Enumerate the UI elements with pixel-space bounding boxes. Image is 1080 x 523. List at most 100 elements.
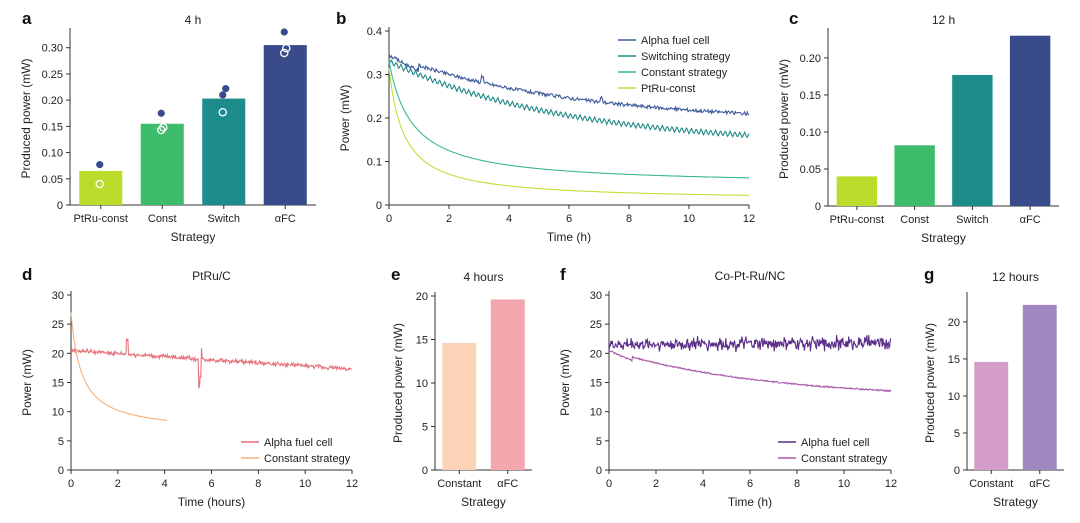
x-tick-label: 8 [794, 478, 800, 490]
x-tick-label: Switch [956, 214, 988, 226]
x-tick-label: 10 [683, 213, 695, 225]
panel-label-g: g [924, 265, 934, 284]
series-line-b-2 [388, 61, 749, 179]
data-point-open [156, 125, 166, 135]
x-axis-label-g: Strategy [993, 495, 1038, 509]
x-tick-label: Constant [969, 478, 1013, 490]
x-tick-label: αFC [1020, 214, 1041, 226]
series-line-b-3 [388, 67, 749, 196]
x-tick-label: 4 [162, 478, 168, 490]
y-tick-label: 5 [422, 422, 428, 434]
panel-label-a: a [22, 9, 32, 28]
series-line-d-0 [70, 338, 353, 390]
x-tick-label: PtRu-const [830, 214, 884, 226]
series-line-d-1 [70, 312, 167, 421]
y-tick-label: 10 [948, 391, 960, 403]
panel-title-e: 4 hours [463, 270, 503, 284]
x-tick-label: 6 [747, 478, 753, 490]
data-point-filled [219, 91, 227, 99]
series-line-f-1 [608, 350, 892, 393]
series-line-f-0 [608, 334, 892, 352]
y-tick-label: 30 [590, 290, 602, 302]
y-tick-label: 5 [596, 436, 602, 448]
x-axis-label-b: Time (h) [547, 230, 591, 244]
y-axis-label-e: Produced power (mW) [391, 323, 405, 443]
bar-a-2 [202, 98, 246, 205]
bar-c-3 [1009, 35, 1051, 206]
x-axis-label-c: Strategy [921, 231, 966, 245]
y-tick-label: 30 [52, 290, 64, 302]
x-axis-label-d: Time (hours) [178, 495, 246, 509]
series-line-b-1 [388, 59, 750, 139]
series-line-b-0 [388, 53, 750, 116]
panel-title-d: PtRu/C [192, 269, 231, 283]
x-tick-label: αFC [497, 478, 518, 490]
x-tick-label: 2 [115, 478, 121, 490]
y-tick-label: 0.2 [367, 113, 382, 125]
y-tick-label: 0.3 [367, 70, 382, 82]
bar-a-1 [140, 123, 184, 205]
y-tick-label: 0.20 [800, 53, 821, 65]
y-axis-label-g: Produced power (mW) [923, 323, 937, 443]
legend-label: Constant strategy [264, 453, 351, 465]
x-axis-label-f: Time (h) [728, 495, 772, 509]
y-tick-label: 0 [376, 200, 382, 212]
y-tick-label: 20 [590, 348, 602, 360]
y-tick-label: 10 [590, 407, 602, 419]
legend-label: Alpha fuel cell [264, 437, 333, 449]
legend-label: Constant strategy [641, 67, 728, 79]
data-point-open [218, 107, 227, 117]
x-tick-label: 8 [626, 213, 632, 225]
x-tick-label: Const [148, 213, 177, 225]
legend-label: PtRu-const [641, 83, 695, 95]
x-tick-label: Switch [208, 213, 240, 225]
bar-c-0 [836, 176, 878, 206]
legend-label: Alpha fuel cell [641, 35, 710, 47]
data-point-filled [280, 28, 288, 36]
panel-label-f: f [560, 265, 566, 284]
data-point-open [95, 179, 105, 189]
y-tick-label: 15 [416, 335, 428, 347]
bar-a-3 [263, 45, 307, 205]
y-tick-label: 20 [948, 317, 960, 329]
bar-e-0 [442, 342, 477, 470]
y-tick-label: 0.10 [42, 148, 63, 160]
panel-title-a: 4 h [185, 13, 202, 27]
bar-g-0 [974, 361, 1009, 470]
y-tick-label: 0 [596, 465, 602, 477]
y-tick-label: 5 [954, 428, 960, 440]
x-tick-label: 0 [606, 478, 612, 490]
y-tick-label: 0 [58, 465, 64, 477]
y-axis-label-b: Power (mW) [338, 85, 352, 152]
y-tick-label: 0.05 [800, 164, 821, 176]
data-point-filled [222, 85, 230, 93]
y-tick-label: 15 [52, 378, 64, 390]
y-tick-label: 0.4 [367, 26, 382, 38]
x-tick-label: 0 [68, 478, 74, 490]
y-tick-label: 5 [58, 436, 64, 448]
x-tick-label: 10 [838, 478, 850, 490]
y-axis-label-f: Power (mW) [558, 349, 572, 416]
x-tick-label: 2 [653, 478, 659, 490]
legend-label: Constant strategy [801, 453, 888, 465]
bar-g-1 [1022, 304, 1057, 470]
x-tick-label: Constant [437, 478, 481, 490]
y-tick-label: 15 [590, 378, 602, 390]
x-tick-label: 4 [700, 478, 706, 490]
panel-label-d: d [22, 265, 32, 284]
x-tick-label: Const [900, 214, 929, 226]
data-point-filled [96, 161, 104, 169]
x-tick-label: 0 [386, 213, 392, 225]
y-axis-label-c: Produced power (mW) [777, 59, 791, 179]
y-tick-label: 20 [52, 348, 64, 360]
panel-label-e: e [391, 265, 400, 284]
x-tick-label: 12 [743, 213, 755, 225]
y-tick-label: 0.30 [42, 43, 63, 55]
y-tick-label: 0 [815, 201, 821, 213]
y-axis-label-a: Produced power (mW) [19, 58, 33, 178]
panel-title-f: Co-Pt-Ru/NC [715, 269, 786, 283]
y-tick-label: 0.20 [42, 95, 63, 107]
y-axis-label-d: Power (mW) [20, 349, 34, 416]
x-axis-label-e: Strategy [461, 495, 506, 509]
panel-title-c: 12 h [932, 13, 955, 27]
